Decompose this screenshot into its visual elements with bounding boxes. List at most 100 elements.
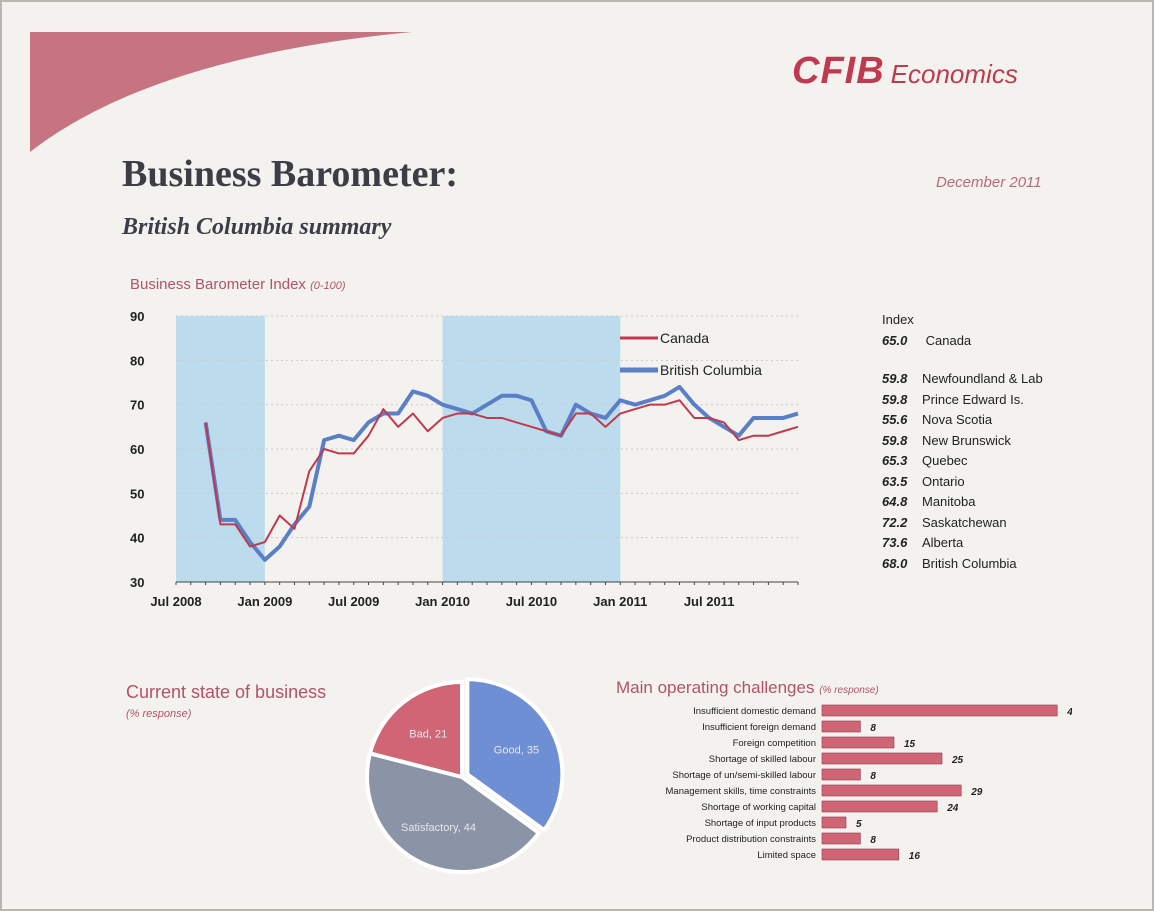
index-name: New Brunswick	[922, 432, 1011, 448]
pie-slice	[367, 679, 464, 780]
bar	[821, 816, 847, 829]
bar-category-label: Management skills, time constraints	[666, 786, 817, 797]
bar-category-label: Shortage of working capital	[701, 802, 816, 813]
line-chart-title: Business Barometer Index (0-100)	[130, 276, 346, 293]
bar-category-label: Limited space	[757, 850, 816, 861]
index-row: 68.0 British Columbia	[882, 556, 1043, 577]
index-value: 65.0	[882, 332, 908, 348]
bar-value-label: 8	[870, 723, 876, 734]
bar	[821, 848, 900, 861]
index-value: 73.6	[882, 535, 908, 550]
pie-slice	[465, 677, 565, 833]
bar-category-label: Shortage of input products	[705, 818, 817, 829]
index-name: Quebec	[922, 453, 968, 468]
index-row: 65.3 Quebec	[882, 453, 1043, 474]
bar	[821, 704, 1058, 717]
y-tick-label: 80	[130, 353, 144, 368]
index-name: Prince Edward Is.	[922, 391, 1024, 407]
index-value: 59.8	[882, 371, 908, 386]
index-row: 59.8 Prince Edward Is.	[882, 392, 1043, 413]
pie-slice-group: Bad, 21	[367, 679, 464, 780]
bar-value-label: 49	[1066, 707, 1072, 718]
bar-chart-title-text: Main operating challenges	[616, 678, 815, 697]
bar-value-label: 25	[951, 755, 964, 766]
pie-chart: Good, 35 Satisfactory, 44 Bad, 21	[365, 677, 565, 874]
logo-text: CFIB	[792, 50, 885, 92]
y-tick-label: 60	[130, 442, 144, 457]
index-value: 68.0	[882, 555, 908, 571]
bar-chart-title-unit: (% response)	[819, 685, 879, 696]
pie-chart-title: Current state of business	[126, 682, 327, 702]
index-heading: Index	[882, 312, 914, 327]
brand-logo: CFIB Economics	[792, 50, 1018, 93]
bar	[821, 832, 861, 845]
y-tick-label: 70	[130, 398, 144, 413]
index-row: 59.8 Newfoundland & Lab	[882, 371, 1043, 392]
recession-band	[176, 316, 265, 582]
line-chart-title-unit: (0-100)	[310, 280, 346, 292]
legend-label: Canada	[660, 330, 709, 346]
pie-slice-group: Good, 35	[465, 677, 565, 833]
y-tick-label: 50	[130, 486, 144, 501]
x-tick-label: Jul 2009	[328, 594, 379, 609]
bar-category-label: Shortage of skilled labour	[709, 754, 816, 765]
index-value: 59.8	[882, 432, 908, 448]
pie-slice-label: Bad, 21	[409, 728, 447, 740]
report-date: December 2011	[936, 174, 1042, 191]
bar-value-label: 5	[856, 819, 862, 830]
index-row-canada: 65.0 Canada	[882, 333, 1043, 354]
index-name: Newfoundland & Lab	[922, 371, 1043, 386]
pie-chart-subtitle: (% response)	[126, 708, 192, 720]
corner-swoosh	[30, 32, 412, 152]
pie-slice-label: Good, 35	[494, 744, 539, 756]
index-value: 72.2	[882, 514, 908, 530]
bar-value-label: 8	[870, 771, 876, 782]
index-name: Nova Scotia	[922, 412, 993, 427]
index-row: 73.6 Alberta	[882, 535, 1043, 556]
pie-slice-label: Satisfactory, 44	[401, 822, 476, 834]
index-name: British Columbia	[922, 555, 1017, 571]
index-value: 55.6	[882, 412, 908, 427]
page-subtitle: British Columbia summary	[122, 214, 392, 240]
index-value: 59.8	[882, 391, 908, 407]
series-line-bc	[203, 384, 799, 562]
index-name: Ontario	[922, 473, 965, 489]
bar-category-label: Foreign competition	[733, 738, 816, 749]
index-row: 63.5 Ontario	[882, 474, 1043, 495]
legend-label: British Columbia	[660, 362, 762, 378]
index-name: Saskatchewan	[922, 514, 1007, 530]
bar-value-label: 24	[946, 803, 959, 814]
index-value: 64.8	[882, 494, 908, 509]
x-tick-label: Jan 2009	[237, 594, 292, 609]
bar-chart: Insufficient domestic demand 49 Insufficie…	[666, 704, 1072, 862]
index-row: 55.6 Nova Scotia	[882, 412, 1043, 433]
y-tick-label: 30	[130, 575, 144, 590]
bar-chart-title: Main operating challenges (% response)	[616, 678, 879, 698]
x-tick-label: Jan 2010	[415, 594, 470, 609]
bar-value-label: 8	[870, 835, 876, 846]
bar-category-label: Insufficient domestic demand	[693, 706, 816, 717]
y-tick-label: 40	[130, 531, 144, 546]
bar	[821, 752, 943, 765]
index-name: Canada	[925, 332, 972, 348]
x-tick-label: Jul 2010	[506, 594, 557, 609]
bar-value-label: 15	[904, 739, 916, 750]
line-chart-title-text: Business Barometer Index	[130, 276, 306, 293]
index-value: 65.3	[882, 453, 908, 468]
bar-value-label: 29	[970, 787, 983, 798]
bar	[821, 768, 861, 781]
page-title: Business Barometer:	[122, 153, 458, 195]
index-name: Alberta	[922, 535, 964, 550]
pie-slice-group: Satisfactory, 44	[365, 750, 542, 874]
y-tick-label: 90	[130, 309, 144, 324]
index-row: 72.2 Saskatchewan	[882, 515, 1043, 536]
index-row: 64.8 Manitoba	[882, 494, 1043, 515]
index-name: Manitoba	[922, 494, 976, 509]
x-tick-label: Jul 2011	[684, 594, 735, 609]
index-value: 63.5	[882, 473, 908, 489]
bar	[821, 800, 938, 813]
series-line-canada	[204, 399, 799, 548]
bar-category-label: Product distribution constraints	[686, 834, 816, 845]
bar	[821, 720, 861, 733]
